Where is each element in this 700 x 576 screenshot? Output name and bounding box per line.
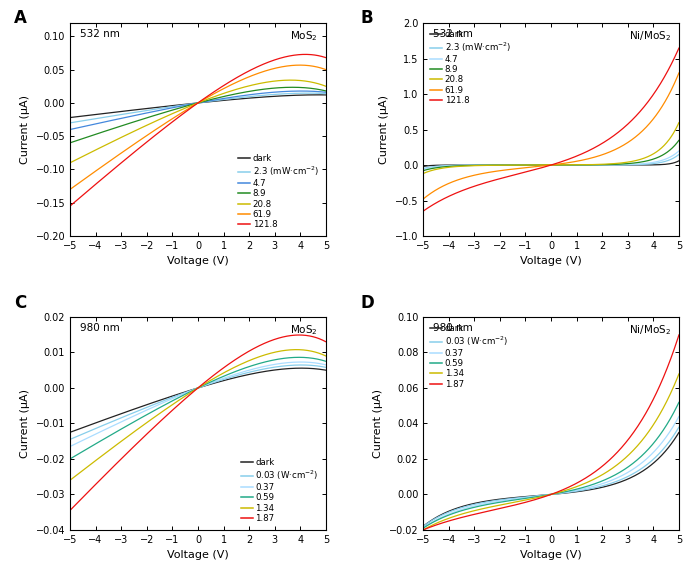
Text: 532 nm: 532 nm <box>433 29 473 39</box>
Legend: dark, 0.03 (W·cm$^{-2}$), 0.37, 0.59, 1.34, 1.87: dark, 0.03 (W·cm$^{-2}$), 0.37, 0.59, 1.… <box>428 321 511 391</box>
Y-axis label: Current (μA): Current (μA) <box>20 389 30 458</box>
X-axis label: Voltage (V): Voltage (V) <box>520 256 582 267</box>
X-axis label: Voltage (V): Voltage (V) <box>167 256 229 267</box>
Text: Ni/MoS$_2$: Ni/MoS$_2$ <box>629 29 671 43</box>
Text: C: C <box>14 294 27 312</box>
X-axis label: Voltage (V): Voltage (V) <box>167 550 229 560</box>
Text: Ni/MoS$_2$: Ni/MoS$_2$ <box>629 323 671 337</box>
Y-axis label: Current (μA): Current (μA) <box>373 389 383 458</box>
X-axis label: Voltage (V): Voltage (V) <box>520 550 582 560</box>
Text: 980 nm: 980 nm <box>433 323 473 334</box>
Text: MoS$_2$: MoS$_2$ <box>290 29 318 43</box>
Legend: dark, 2.3 (mW·cm$^{-2}$), 4.7, 8.9, 20.8, 61.9, 121.8: dark, 2.3 (mW·cm$^{-2}$), 4.7, 8.9, 20.8… <box>235 151 321 232</box>
Text: D: D <box>360 294 374 312</box>
Text: B: B <box>360 9 373 26</box>
Legend: dark, 0.03 (W·cm$^{-2}$), 0.37, 0.59, 1.34, 1.87: dark, 0.03 (W·cm$^{-2}$), 0.37, 0.59, 1.… <box>238 456 321 526</box>
Legend: dark, 2.3 (mW·cm$^{-2}$), 4.7, 8.9, 20.8, 61.9, 121.8: dark, 2.3 (mW·cm$^{-2}$), 4.7, 8.9, 20.8… <box>428 27 514 108</box>
Text: 980 nm: 980 nm <box>80 323 120 334</box>
Y-axis label: Current (μA): Current (μA) <box>20 95 30 164</box>
Y-axis label: Current (μA): Current (μA) <box>379 95 389 164</box>
Text: 532 nm: 532 nm <box>0 575 1 576</box>
Text: 532 nm: 532 nm <box>80 29 120 39</box>
Text: MoS$_2$: MoS$_2$ <box>290 323 318 337</box>
Text: A: A <box>14 9 27 26</box>
